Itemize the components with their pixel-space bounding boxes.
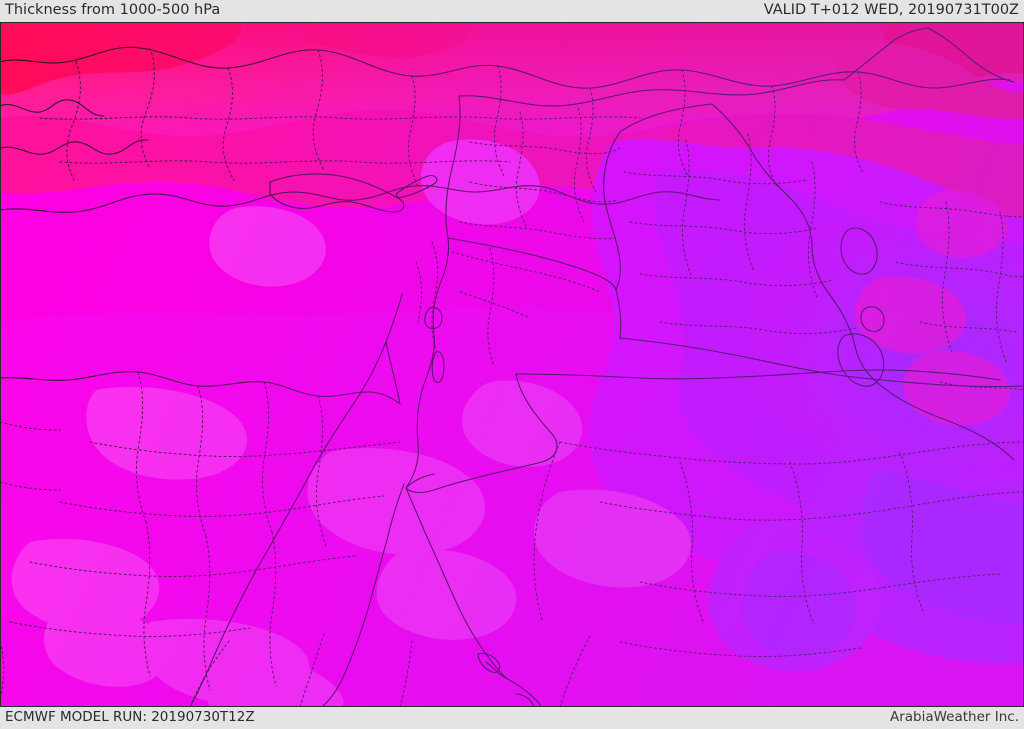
map-title: Thickness from 1000-500 hPa: [5, 2, 221, 18]
thickness-contour-map: [0, 22, 1024, 707]
model-run-label: ECMWF MODEL RUN: 20190730T12Z: [5, 709, 255, 725]
header-bar: Thickness from 1000-500 hPa VALID T+012 …: [0, 0, 1024, 22]
valid-time-label: VALID T+012 WED, 20190731T00Z: [763, 2, 1019, 18]
footer-bar: ECMWF MODEL RUN: 20190730T12Z ArabiaWeat…: [0, 707, 1024, 729]
east-purple-overlay: [0, 22, 1024, 707]
map-canvas[interactable]: [0, 22, 1024, 707]
provider-label: ArabiaWeather Inc.: [889, 709, 1019, 725]
